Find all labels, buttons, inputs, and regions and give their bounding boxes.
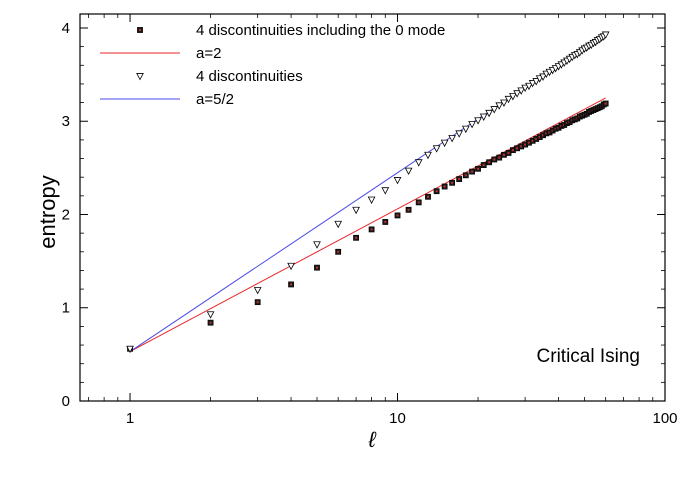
- legend: 4 discontinuities including the 0 mode a=…: [100, 22, 445, 108]
- legend-entry-2: a=2: [100, 45, 221, 62]
- data-point: [525, 82, 533, 91]
- legend-swatch: [136, 73, 144, 81]
- data-point: [500, 99, 508, 107]
- data-point: [485, 109, 493, 118]
- data-point: [415, 199, 422, 206]
- data-point: [486, 159, 493, 166]
- data-point: [381, 187, 390, 195]
- data-point: [382, 219, 389, 225]
- data-point: [353, 234, 359, 241]
- data-point: [314, 264, 320, 271]
- data-point: [393, 177, 402, 185]
- data-point: [440, 139, 449, 148]
- series-markers-2: [126, 31, 610, 354]
- legend-label: a=5/2: [196, 91, 234, 108]
- data-point: [424, 151, 432, 160]
- data-point: [495, 102, 504, 110]
- x-axis-label: ℓ: [367, 427, 376, 452]
- legend-label: 4 discontinuities: [196, 68, 303, 85]
- data-point: [528, 80, 537, 88]
- y-tick-label: 3: [62, 113, 70, 130]
- chart-annotation: Critical Ising: [537, 346, 640, 367]
- data-point: [253, 287, 262, 295]
- data-point: [602, 100, 609, 107]
- data-point: [539, 73, 547, 81]
- data-point: [367, 196, 376, 204]
- axes: 0 1 2 3 4 1 10 100: [62, 13, 678, 427]
- plot-frame: [79, 13, 666, 402]
- data-point: [334, 220, 343, 229]
- data-point: [474, 117, 482, 125]
- x-tick-label: 1: [126, 410, 134, 427]
- data-point: [207, 319, 214, 326]
- data-point: [287, 262, 295, 271]
- data-point: [433, 188, 440, 195]
- y-tick-label: 0: [62, 393, 70, 410]
- data-point: [479, 113, 488, 121]
- x-tick-label: 10: [389, 410, 406, 427]
- data-point: [513, 90, 521, 98]
- data-point: [405, 206, 412, 213]
- data-point: [352, 206, 360, 215]
- legend-label: 4 discontinuities including the 0 mode: [196, 22, 445, 39]
- data-point: [425, 193, 431, 200]
- data-point: [521, 84, 530, 93]
- data-point: [335, 248, 342, 255]
- data-point: [504, 95, 513, 104]
- data-point: [254, 299, 261, 306]
- legend-entry-1: 4 discontinuities including the 0 mode: [137, 22, 445, 39]
- y-tick-label: 4: [62, 20, 70, 37]
- legend-swatch: [137, 27, 143, 33]
- legend-entry-3: 4 discontinuities: [136, 68, 303, 85]
- data-point: [455, 130, 464, 138]
- data-point: [490, 106, 499, 114]
- data-point: [404, 167, 413, 176]
- data-point: [517, 87, 526, 95]
- data-point: [461, 125, 470, 134]
- data-point: [491, 156, 498, 163]
- y-tick-label: 2: [62, 206, 70, 223]
- plot-area: [126, 31, 610, 354]
- data-point: [394, 212, 401, 219]
- data-point: [414, 159, 423, 167]
- legend-label: a=2: [196, 45, 221, 62]
- data-point: [449, 179, 456, 186]
- x-tick-label: 100: [652, 410, 677, 427]
- data-point: [126, 345, 134, 354]
- data-point: [509, 93, 517, 101]
- data-point: [469, 168, 475, 175]
- legend-entry-4: a=5/2: [100, 91, 234, 108]
- data-point: [480, 162, 487, 168]
- data-point: [475, 165, 481, 172]
- data-point: [468, 121, 476, 129]
- data-point: [532, 78, 541, 86]
- series-markers-1: [127, 100, 609, 352]
- y-tick-label: 1: [62, 300, 70, 317]
- data-point: [313, 241, 321, 249]
- y-axis-label: entropy: [35, 175, 60, 248]
- data-point: [456, 176, 463, 182]
- data-point: [601, 31, 610, 39]
- data-point: [206, 311, 215, 319]
- data-point: [368, 226, 375, 233]
- data-point: [448, 135, 456, 143]
- data-point: [496, 154, 503, 161]
- series-line-1: [129, 97, 606, 353]
- data-point: [288, 281, 294, 288]
- data-point: [441, 183, 448, 190]
- data-point: [432, 145, 441, 153]
- data-point: [462, 172, 469, 179]
